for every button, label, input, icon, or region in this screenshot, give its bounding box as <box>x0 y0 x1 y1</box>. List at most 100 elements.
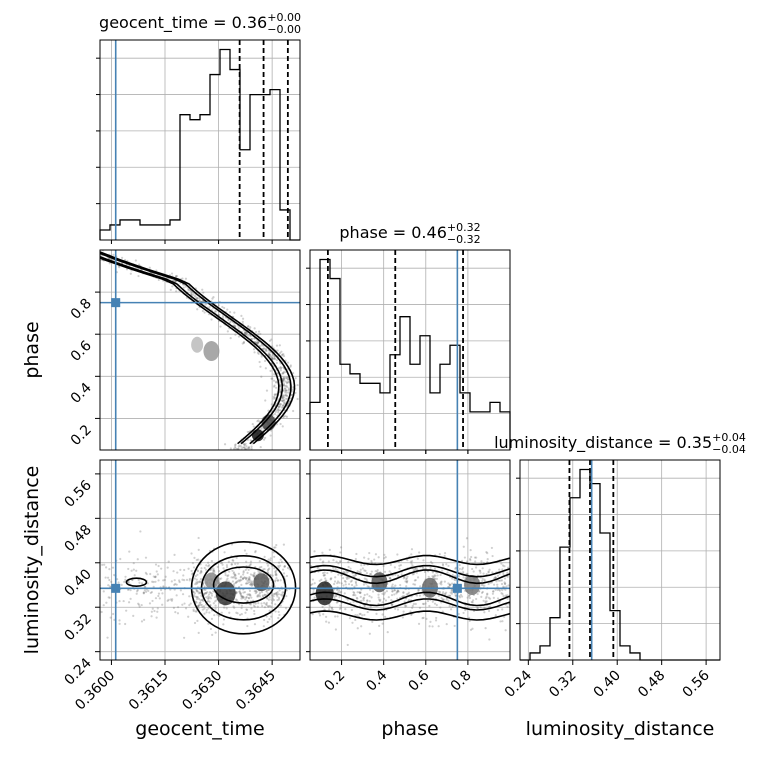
sample-point <box>405 580 408 583</box>
sample-point <box>431 571 434 574</box>
sample-point <box>151 599 154 603</box>
sample-point <box>214 607 217 610</box>
sample-point <box>188 579 191 582</box>
sample-point <box>435 577 438 580</box>
sample-point <box>401 616 404 619</box>
sample-point <box>320 578 323 581</box>
sample-point <box>338 581 341 584</box>
sample-point <box>322 572 325 575</box>
sample-point <box>258 560 261 563</box>
sample-point <box>260 355 263 358</box>
sample-point <box>282 404 285 407</box>
sample-point <box>202 599 205 603</box>
sample-point <box>238 613 242 617</box>
sample-point <box>235 591 238 594</box>
sample-point <box>283 376 286 379</box>
sample-point <box>328 548 331 551</box>
sample-point <box>339 591 342 594</box>
sample-point <box>396 591 399 594</box>
sample-point <box>453 624 456 628</box>
sample-point <box>221 316 225 319</box>
sample-point <box>237 447 240 450</box>
sample-point <box>170 580 173 583</box>
sample-point <box>124 622 127 626</box>
sample-point <box>379 598 382 601</box>
sample-point <box>337 573 340 576</box>
sample-point <box>377 596 380 599</box>
density-cell <box>464 575 481 595</box>
x-tick-label-phase: 0.2 <box>321 668 348 695</box>
sample-point <box>258 593 261 596</box>
sample-point <box>198 299 201 302</box>
sample-point <box>415 567 418 570</box>
sample-point <box>220 611 223 614</box>
sample-point <box>390 603 394 607</box>
sample-point <box>265 348 268 351</box>
title-plus: +0.00 <box>267 11 301 24</box>
sample-point <box>292 409 295 413</box>
sample-point <box>265 615 268 618</box>
sample-point <box>250 596 253 599</box>
sample-point <box>352 593 355 596</box>
sample-point <box>418 606 422 609</box>
sample-point <box>246 624 249 628</box>
sample-point <box>339 560 342 563</box>
sample-point <box>240 575 243 578</box>
sample-point <box>151 607 154 610</box>
sample-point <box>217 614 221 618</box>
sample-point <box>256 605 259 608</box>
sample-point <box>352 591 355 594</box>
sample-point <box>468 619 471 622</box>
sample-point <box>282 416 285 419</box>
sample-point <box>491 592 495 595</box>
sample-point <box>232 571 236 574</box>
sample-point <box>271 593 274 596</box>
sample-point <box>277 566 281 569</box>
sample-point <box>107 596 110 599</box>
sample-point <box>208 600 211 603</box>
sample-point <box>504 582 507 585</box>
sample-point <box>267 605 270 608</box>
sample-point <box>274 546 277 549</box>
sample-point <box>431 600 434 603</box>
sample-point <box>270 356 273 359</box>
sample-point <box>262 568 265 571</box>
sample-point <box>490 546 494 550</box>
sample-point <box>201 598 204 601</box>
sample-point <box>184 607 188 610</box>
sample-point <box>243 443 246 446</box>
sample-point <box>503 581 506 584</box>
sample-point <box>370 572 373 576</box>
sample-point <box>328 605 331 608</box>
sample-point <box>203 592 206 595</box>
sample-point <box>244 331 247 334</box>
sample-point <box>149 572 152 576</box>
x-tick-label-luminosity_distance: 0.56 <box>680 667 713 700</box>
sample-point <box>476 592 479 596</box>
sample-point <box>275 344 279 347</box>
sample-point <box>360 599 363 602</box>
sample-point <box>294 391 297 395</box>
sample-point <box>273 396 276 399</box>
sample-point <box>204 568 208 571</box>
sample-point <box>501 593 504 596</box>
sample-point <box>188 288 191 291</box>
sample-point <box>409 610 412 613</box>
sample-point <box>278 378 281 381</box>
sample-point <box>405 581 409 584</box>
sample-point <box>274 386 278 389</box>
sample-point <box>365 578 368 581</box>
sample-point <box>495 580 498 583</box>
sample-point <box>224 573 227 577</box>
panel-border <box>519 459 721 661</box>
sample-point <box>397 590 400 593</box>
sample-point <box>250 607 253 610</box>
sample-point <box>125 268 129 271</box>
sample-point <box>154 575 157 578</box>
sample-point <box>284 387 287 390</box>
sample-point <box>321 551 324 554</box>
sample-point <box>197 605 200 608</box>
sample-point <box>484 626 487 630</box>
sample-point <box>241 320 244 323</box>
sample-point <box>273 555 276 558</box>
